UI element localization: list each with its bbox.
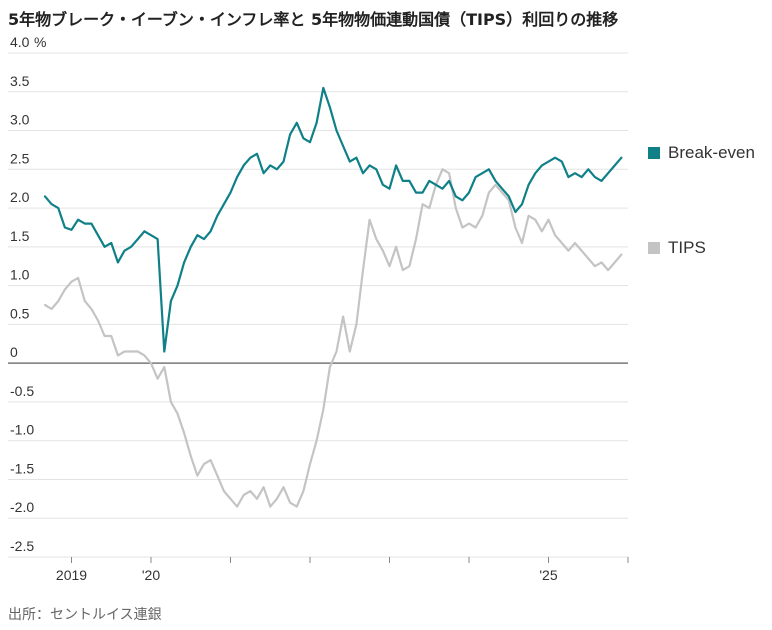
chart-title: 5年物ブレーク・イーブン・インフレ率と 5年物物価連動国債（TIPS）利回りの推…: [8, 10, 619, 29]
y-tick-label: -2.0: [10, 499, 34, 515]
legend-label-break-even: Break-even: [668, 143, 755, 162]
y-unit-label: %: [34, 34, 46, 50]
legend-item-break-even: Break-even: [648, 143, 755, 163]
y-tick-label: 2.5: [10, 150, 30, 166]
legend-label-tips: TIPS: [668, 238, 706, 257]
y-tick-label: 3.5: [10, 73, 30, 89]
axes: 4.0 3.5 3.0 2.5 2.0 1.5 1.0 0.5 0 -0.5 -1.0 -1.5 -2.…: [10, 34, 629, 583]
y-tick-label: -2.5: [10, 538, 34, 554]
y-tick-label: 1.0: [10, 267, 30, 283]
gridlines: [8, 52, 628, 558]
y-tick-label: -1.0: [10, 422, 34, 438]
y-tick-label: -0.5: [10, 383, 34, 399]
y-tick-label: 0: [10, 344, 18, 360]
x-tick-label: 2019: [56, 567, 87, 583]
source-note: 出所：セントルイス連銀: [8, 607, 162, 623]
y-tick-label: 1.5: [10, 228, 30, 244]
x-tick-label: '25: [539, 567, 557, 583]
y-tick-label: 4.0: [10, 34, 30, 50]
legend-swatch-tips: [648, 242, 660, 254]
y-tick-label: -1.5: [10, 460, 34, 476]
legend-swatch-break-even: [648, 147, 660, 159]
y-tick-label: 0.5: [10, 305, 30, 321]
legend-item-tips: TIPS: [648, 238, 706, 258]
series-line-tips: [43, 168, 623, 508]
x-tick-label: '20: [142, 567, 160, 583]
y-tick-label: 3.0: [10, 112, 30, 128]
series-lines: [43, 86, 623, 508]
y-tick-label: 2.0: [10, 189, 30, 205]
series-line-break-even: [43, 86, 623, 353]
